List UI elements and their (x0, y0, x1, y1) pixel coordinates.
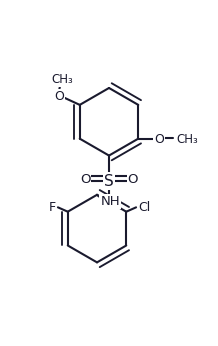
Text: O: O (154, 133, 164, 146)
Text: S: S (104, 174, 114, 189)
Text: Cl: Cl (138, 201, 150, 214)
Text: F: F (49, 201, 56, 214)
Text: CH₃: CH₃ (51, 73, 73, 86)
Text: NH: NH (100, 195, 120, 208)
Text: O: O (128, 173, 138, 186)
Text: O: O (54, 90, 64, 103)
Text: CH₃: CH₃ (176, 133, 198, 146)
Text: O: O (80, 173, 90, 186)
